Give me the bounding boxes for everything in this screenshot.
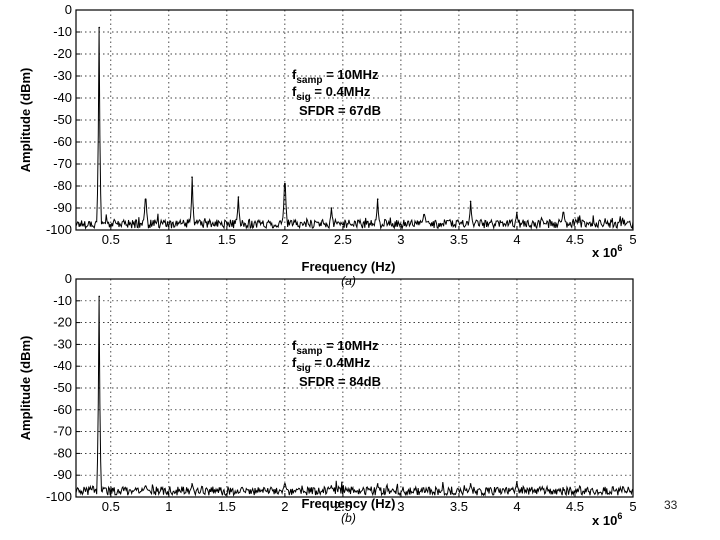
- panel-a-y-tick-label: 0: [65, 2, 72, 17]
- panel-a-grid: [76, 9, 634, 231]
- panel-b-x-tick-label: 3: [397, 499, 404, 514]
- panel-b-peak-point-0: [98, 295, 101, 298]
- panel-a-peak-point-4: [284, 183, 286, 185]
- panel-a-peak-point-0: [98, 26, 101, 29]
- panel-b-y-tick-label: 0: [65, 271, 72, 286]
- panel-b: 0 -10 -20 -30 -40 -50 -60 -70 -80 -90 -100 0.5 1 1.5 2…: [18, 271, 637, 528]
- panel-a-peak-point-5: [330, 207, 333, 209]
- panel-b-x-tick-label: 3.5: [450, 499, 468, 514]
- panel-b-annotation-fsig: fsig = 0.4MHz: [292, 355, 371, 374]
- panel-a-annotation-fsig: fsig = 0.4MHz: [292, 84, 371, 103]
- panel-b-x-tick-label: 1.5: [218, 499, 236, 514]
- panel-b-peak-point-6: [469, 483, 472, 485]
- panel-b-peak-point-7: [516, 480, 518, 483]
- panel-b-y-tick-label: -10: [53, 293, 72, 308]
- panel-a-x-tick-label: 3: [397, 232, 404, 247]
- panel-b-y-tick-label: -60: [53, 402, 72, 417]
- panel-a-x-tick-label: 2.5: [334, 232, 352, 247]
- panel-a-peak-point-3: [237, 196, 240, 198]
- panel-b-y-tick-label: -70: [53, 424, 72, 439]
- panel-a-x-tick-label: 0.5: [102, 232, 120, 247]
- panel-a-x-tick-label: 5: [629, 232, 636, 247]
- panel-a-y-tick-label: -100: [46, 222, 72, 237]
- panel-a-spectrum-trace: [75, 27, 634, 231]
- panel-b-peak-point-5: [376, 483, 379, 485]
- panel-b-x-tick-label: 2.5: [334, 499, 352, 514]
- panel-a-y-tick-label: -90: [53, 200, 72, 215]
- panel-a-y-tick-label: -60: [53, 134, 72, 149]
- panel-b-y-tick-label: -20: [53, 315, 72, 330]
- panel-a-y-tick-label: -20: [53, 46, 72, 61]
- panel-a-peak-point-10: [562, 211, 565, 214]
- panel-b-y-tick-label: -30: [53, 336, 72, 351]
- panel-a-y-tick-label: -40: [53, 90, 72, 105]
- panel-a-peak-point-2: [191, 176, 193, 178]
- panel-b-x-tick-label: 4: [513, 499, 520, 514]
- panel-a-y-tick-label: -30: [53, 68, 72, 83]
- panel-a-x-multiplier: x 106: [592, 243, 622, 260]
- panel-b-y-tick-label: -80: [53, 445, 72, 460]
- panel-b-x-tick-label: 4.5: [566, 499, 584, 514]
- panel-a-y-tick-label: -80: [53, 178, 72, 193]
- panel-a-x-axis-label: Frequency (Hz): [302, 259, 396, 274]
- panel-a-peak-point-1: [144, 198, 147, 200]
- panel-a-y-tick-label: -70: [53, 156, 72, 171]
- panel-b-peak-point-4: [330, 485, 333, 487]
- panel-a-y-tick-label: -10: [53, 24, 72, 39]
- panel-b-grid: [76, 278, 634, 498]
- panel-a-peak-point-6: [376, 198, 379, 200]
- page-number: 33: [664, 498, 678, 512]
- panel-b-annotation-fsamp: fsamp = 10MHz: [292, 338, 379, 357]
- panel-a-y-axis-label: Amplitude (dBm): [18, 68, 33, 173]
- panel-a-peak-point-7: [423, 213, 425, 216]
- panel-a-x-tick-label: 4: [513, 232, 520, 247]
- panel-a-annotation-sfdr: SFDR = 67dB: [299, 103, 381, 118]
- panel-b-y-tick-label: -90: [53, 467, 72, 482]
- panel-a-peak-point-9: [516, 211, 518, 214]
- panel-b-y-axis-label: Amplitude (dBm): [18, 336, 33, 441]
- panel-b-x-tick-label: 1: [165, 499, 172, 514]
- panel-a-x-tick-label: 1.5: [218, 232, 236, 247]
- panel-b-peak-point-2: [191, 483, 193, 485]
- panel-b-peak-point-3: [284, 483, 286, 485]
- panel-b-x-tick-label: 5: [629, 499, 636, 514]
- panel-b-x-axis-label: Frequency (Hz): [302, 496, 396, 511]
- panel-b-panel-label: (b): [341, 511, 356, 525]
- panel-a-annotation-fsamp: fsamp = 10MHz: [292, 67, 379, 86]
- panel-a-x-tick-label: 4.5: [566, 232, 584, 247]
- panel-a-x-tick-label: 2: [281, 232, 288, 247]
- panel-b-peak-point-1: [144, 485, 147, 487]
- panel-b-x-multiplier: x 106: [592, 511, 622, 528]
- panel-b-spectrum-trace: [75, 296, 634, 497]
- panel-b-y-tick-label: -50: [53, 380, 72, 395]
- panel-a-peak-point-8: [469, 200, 472, 203]
- panel-a-x-tick-label: 3.5: [450, 232, 468, 247]
- panel-a-panel-label: (a): [341, 274, 356, 288]
- panel-a-y-tick-label: -50: [53, 112, 72, 127]
- panel-b-x-tick-label: 0.5: [102, 499, 120, 514]
- panel-b-x-tick-label: 2: [281, 499, 288, 514]
- panel-b-annotation-sfdr: SFDR = 84dB: [299, 374, 381, 389]
- panel-a-x-tick-label: 1: [165, 232, 172, 247]
- panel-b-y-tick-label: -100: [46, 489, 72, 504]
- panel-a: 0 -10 -20 -30 -40 -50 -60 -70 -80 -90 -100 0.5 1 1.5 2…: [18, 2, 637, 288]
- panel-b-y-tick-label: -40: [53, 358, 72, 373]
